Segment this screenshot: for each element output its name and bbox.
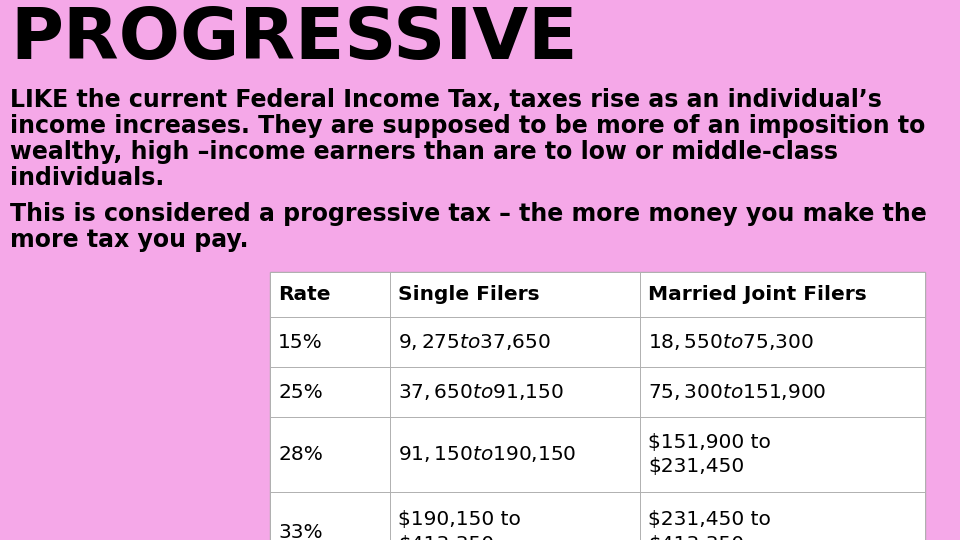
Text: 28%: 28% (278, 445, 323, 464)
Text: $231,450 to
$413,350: $231,450 to $413,350 (648, 510, 771, 540)
Bar (270, 492, 390, 540)
Bar (390, 417, 640, 492)
Text: $18,550 to $75,300: $18,550 to $75,300 (648, 332, 814, 352)
Text: 25%: 25% (278, 382, 323, 402)
Bar (640, 367, 925, 417)
Text: $91,150 to $190,150: $91,150 to $190,150 (398, 444, 576, 464)
Bar (390, 272, 640, 317)
Text: income increases. They are supposed to be more of an imposition to: income increases. They are supposed to b… (10, 114, 925, 138)
Bar (640, 272, 925, 317)
Bar (270, 417, 390, 492)
Bar (390, 317, 640, 367)
Bar (640, 317, 925, 367)
Text: Rate: Rate (278, 285, 330, 304)
Text: more tax you pay.: more tax you pay. (10, 228, 249, 252)
Text: $151,900 to
$231,450: $151,900 to $231,450 (648, 433, 771, 476)
Text: PROGRESSIVE: PROGRESSIVE (10, 5, 578, 74)
Bar (390, 492, 640, 540)
Bar (640, 417, 925, 492)
Bar (390, 367, 640, 417)
Bar (270, 272, 390, 317)
Text: 33%: 33% (278, 523, 323, 540)
Text: $75,300 to $151,900: $75,300 to $151,900 (648, 382, 827, 402)
Text: $37,650 to $91,150: $37,650 to $91,150 (398, 382, 564, 402)
Bar (270, 367, 390, 417)
Text: $190,150 to
$413,350: $190,150 to $413,350 (398, 510, 521, 540)
Text: 15%: 15% (278, 333, 323, 352)
Text: individuals.: individuals. (10, 166, 164, 190)
Text: Single Filers: Single Filers (398, 285, 540, 304)
Text: This is considered a progressive tax – the more money you make the: This is considered a progressive tax – t… (10, 202, 926, 226)
Text: wealthy, high –income earners than are to low or middle-class: wealthy, high –income earners than are t… (10, 140, 838, 164)
Bar (270, 272, 925, 540)
Bar (640, 492, 925, 540)
Text: $9,275 to $37,650: $9,275 to $37,650 (398, 332, 551, 352)
Bar (270, 317, 390, 367)
Text: Married Joint Filers: Married Joint Filers (648, 285, 867, 304)
Text: LIKE the current Federal Income Tax, taxes rise as an individual’s: LIKE the current Federal Income Tax, tax… (10, 88, 882, 112)
